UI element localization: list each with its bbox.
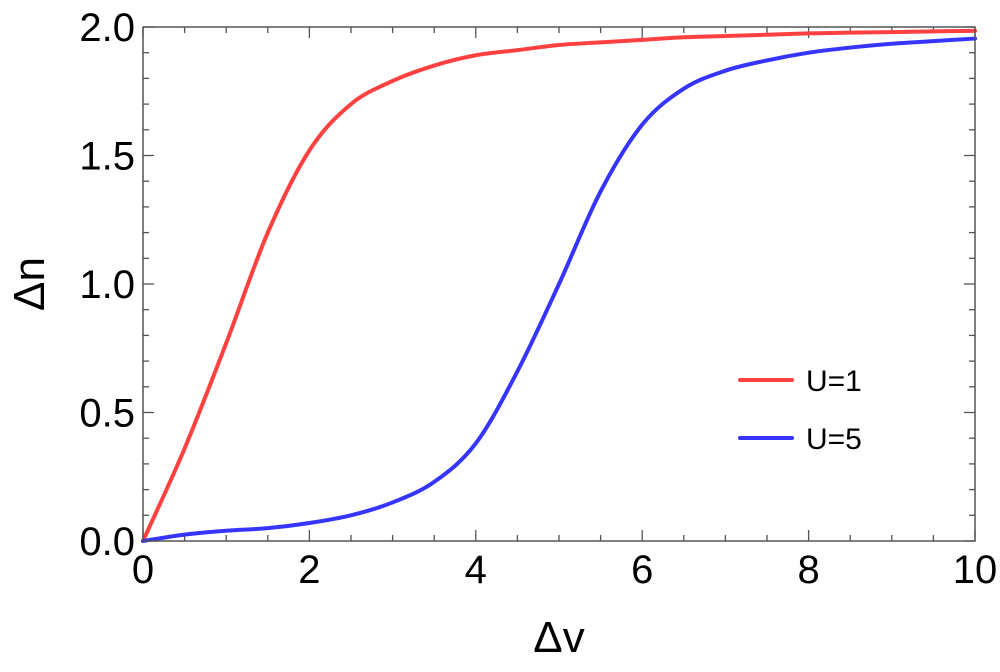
series-line-1 <box>141 28 977 543</box>
y-tick-label: 2.0 <box>79 6 135 50</box>
plot-series <box>141 28 977 543</box>
legend: U=1 U=5 <box>738 365 862 456</box>
legend-label-1: U=1 <box>806 365 862 398</box>
x-axis-title: Δv <box>533 613 584 662</box>
y-tick-label: 1.0 <box>79 263 135 307</box>
x-tick-label: 2 <box>298 548 320 592</box>
legend-label-2: U=5 <box>806 423 862 456</box>
y-tick-label: 0.0 <box>79 520 135 564</box>
y-axis-title: Δn <box>5 257 54 311</box>
tick-labels: 0 2 4 6 8 10 0.0 0.5 1.0 1.5 2.0 <box>79 6 997 592</box>
x-tick-label: 8 <box>797 548 819 592</box>
x-tick-label: 10 <box>953 548 998 592</box>
x-tick-label: 0 <box>132 548 154 592</box>
plot-frame <box>142 26 976 542</box>
series-line-2 <box>141 36 977 543</box>
x-tick-label: 6 <box>631 548 653 592</box>
y-tick-label: 0.5 <box>79 392 135 436</box>
y-tick-label: 1.5 <box>79 135 135 179</box>
x-tick-label: 4 <box>465 548 487 592</box>
